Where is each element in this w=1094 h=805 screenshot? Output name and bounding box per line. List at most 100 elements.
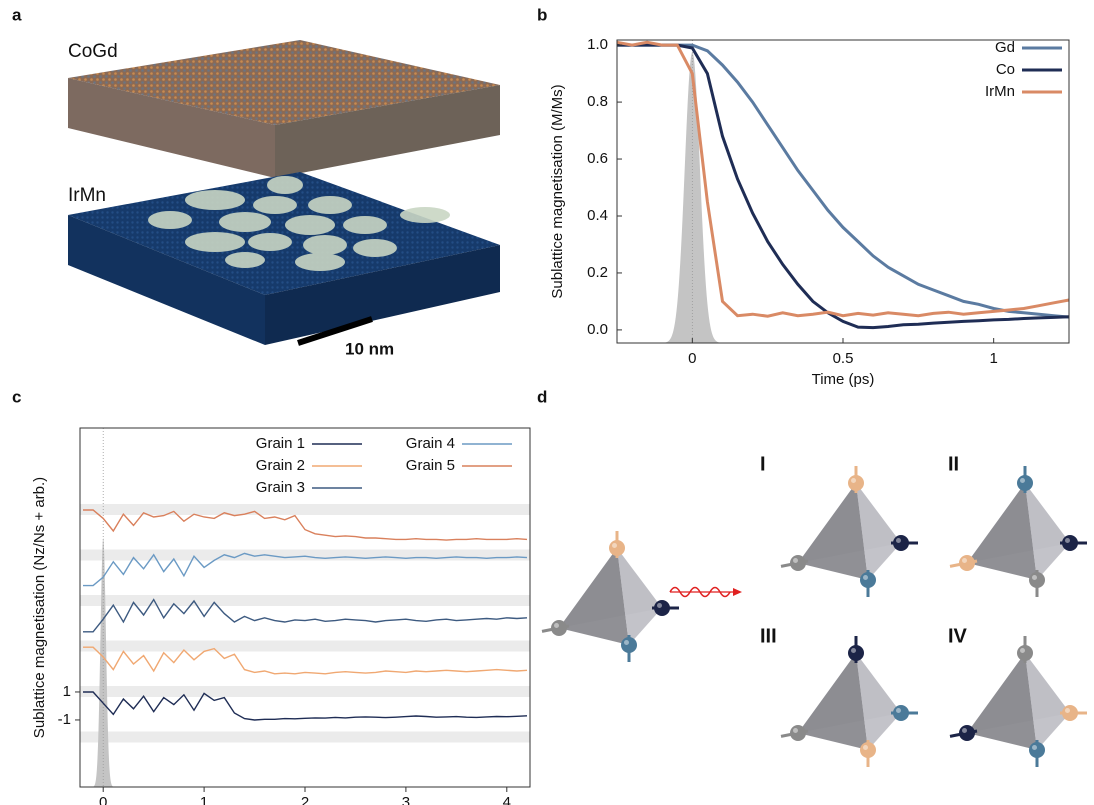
legend-label: Grain 2 [256,457,305,474]
chart: 0 0.5 1 0.0 0.2 0.4 0.6 0.8 1.0 Time (ps) Sublatti… [549,36,1070,388]
atom [1029,742,1045,758]
atom [1029,572,1045,588]
atom-highlight [863,745,868,750]
atom [848,475,864,491]
atom [959,555,975,571]
series-line [83,509,528,541]
face [617,548,662,645]
legend-label: Grain 5 [406,457,455,474]
atom [848,645,864,661]
cogd-right [275,85,500,178]
atom [654,600,670,616]
x-tick-label: 3 [402,794,410,805]
atom-highlight [1065,538,1070,543]
atom [551,620,567,636]
atom-highlight [1020,478,1025,483]
layer-label: CoGd [68,41,118,62]
scale-bar [297,316,373,346]
laser-pulse [662,52,723,343]
grains [148,176,450,271]
x-tick-label: 1 [989,350,997,367]
irmn-right [265,245,500,345]
series-line [83,646,528,675]
series-line [83,598,528,633]
panel-label: d [537,387,547,406]
atom [893,705,909,721]
face [1025,653,1070,750]
face [1025,483,1070,580]
legend-label: Grain 1 [256,435,305,452]
band [80,640,530,652]
series-line [83,552,528,587]
x-axis-label: Time (ps) [812,371,875,388]
legend-label: Grain 4 [406,435,455,452]
atom-highlight [554,623,559,628]
atom-highlight [1032,575,1037,580]
atom [959,725,975,741]
atom-highlight [863,575,868,580]
band [80,595,530,606]
series-line [617,43,1070,319]
y-axis-label: Sublattice magnetisation (Nz/Ns + arb.) [31,477,48,738]
face [559,548,629,645]
band [80,731,530,743]
atom [893,535,909,551]
atom [790,555,806,571]
x-tick-label: 1 [200,794,208,805]
x-tick-label: 0 [99,794,107,805]
atom-highlight [1032,745,1037,750]
scale-bar-label: 10 nm [345,339,394,358]
x-tick-label: 4 [503,794,511,805]
y-tick-label: -1 [58,711,71,728]
face [856,653,901,750]
legend-label: Gd [995,39,1015,56]
x-tick-label: 0 [688,350,696,367]
panel-label: b [537,5,547,24]
face [798,653,868,750]
cogd-left [68,78,275,178]
y-tick-label: 0.4 [587,207,608,224]
atom [1017,475,1033,491]
state-label: III [760,625,777,647]
state-label: IV [948,625,968,647]
y-tick-label: 1.0 [587,36,608,53]
series-line [83,691,528,721]
atom-highlight [612,543,617,548]
legend-label: Grain 3 [256,479,305,496]
tetrahedron [780,466,918,597]
atom-highlight [851,648,856,653]
face [798,483,868,580]
atom-highlight [657,603,662,608]
panel-label: c [12,387,21,406]
atom-highlight [793,558,798,563]
face [967,653,1037,750]
irmn-left [68,215,265,345]
legend-label: IrMn [985,83,1015,100]
irmn-top [68,172,500,295]
atom [1062,705,1078,721]
band [80,686,530,697]
tetrahedron [541,531,679,662]
atom-highlight [962,728,967,733]
y-tick-label: 1 [63,683,71,700]
atom-highlight [851,478,856,483]
face [856,483,901,580]
series-line [616,40,1070,318]
tetrahedron [780,636,918,767]
atom-highlight [1020,648,1025,653]
tetrahedron [949,636,1087,767]
panel-a: a CoGd IrMn 10 nm [12,5,500,358]
arrow-head [733,588,742,596]
x-tick-label: 2 [301,794,309,805]
atom [790,725,806,741]
atom-highlight [896,708,901,713]
atom-highlight [896,538,901,543]
atom [609,540,625,556]
y-tick-label: 0.8 [587,93,608,110]
x-tick-label: 0.5 [833,350,854,367]
atom-highlight [962,558,967,563]
tetrahedron [949,466,1087,597]
state-label: II [948,453,959,475]
